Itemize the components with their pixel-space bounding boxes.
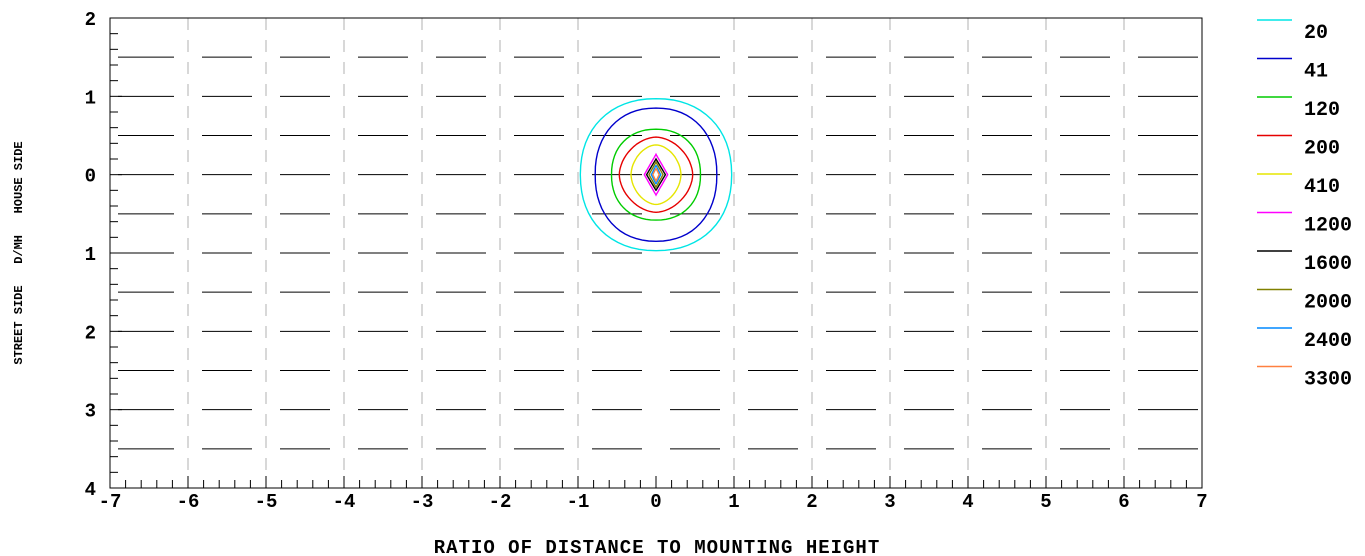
x-tick-label: -5: [255, 491, 278, 513]
contour-200: [618, 136, 694, 214]
legend-label: 120: [1304, 99, 1340, 122]
x-tick-label: 5: [1040, 491, 1051, 513]
y-tick-label: 4: [85, 479, 96, 501]
y-tick-label: 1: [85, 244, 96, 266]
y-tick-label: 0: [85, 166, 96, 188]
y-tick-label: 2: [85, 9, 96, 31]
tick-marks: [109, 17, 1203, 489]
x-tick-label: -1: [567, 491, 590, 513]
legend-label: 3300: [1304, 369, 1352, 392]
legend-label: 2000: [1304, 292, 1352, 315]
contour-2400: [650, 164, 662, 185]
x-axis-label: RATIO OF DISTANCE TO MOUNTING HEIGHT: [434, 537, 880, 556]
y-axis-label: STREET SIDE D/MH HOUSE SIDE: [12, 141, 26, 364]
x-tick-label: -4: [333, 491, 356, 513]
y-tick-label: 2: [85, 322, 96, 344]
contour-120: [610, 128, 702, 221]
legend-label: 1600: [1304, 253, 1352, 276]
legend-label: 410: [1304, 176, 1340, 199]
x-tick-label: -3: [411, 491, 434, 513]
legend-label: 1200: [1304, 215, 1352, 238]
contour-2000: [648, 160, 664, 189]
y-tick-labels: 2 1 0 1 2 3 4: [85, 9, 96, 501]
contour-41: [594, 107, 718, 243]
contour-1600: [645, 157, 667, 192]
contour-layer: [579, 97, 733, 252]
x-tick-label: 7: [1196, 491, 1207, 513]
x-tick-label: 3: [884, 491, 895, 513]
legend: 20 41 120 200 410 1200 1600 2000 2400 3300: [1257, 19, 1352, 392]
x-tick-label: 0: [650, 491, 661, 513]
y-tick-label: 1: [85, 87, 96, 109]
legend-label: 20: [1304, 22, 1328, 45]
legend-label: 2400: [1304, 330, 1352, 353]
x-tick-labels: -7 -6 -5 -4 -3 -2 -1 0 1 2 3 4 5 6 7: [99, 491, 1208, 513]
plot-frame: [109, 17, 1203, 489]
legend-label: 200: [1304, 138, 1340, 161]
contour-20: [579, 97, 733, 252]
grid-layer: [118, 18, 1198, 488]
x-tick-label: -7: [99, 491, 122, 513]
x-tick-label: 2: [806, 491, 817, 513]
x-tick-label: -2: [489, 491, 512, 513]
contour-1200: [643, 152, 669, 197]
x-tick-label: 6: [1118, 491, 1129, 513]
x-tick-label: 1: [728, 491, 739, 513]
legend-label: 41: [1304, 61, 1328, 84]
contour-410: [630, 144, 682, 206]
contour-3300: [652, 168, 660, 183]
x-tick-label: 4: [962, 491, 973, 513]
x-tick-label: -6: [177, 491, 200, 513]
y-tick-label: 3: [85, 401, 96, 423]
